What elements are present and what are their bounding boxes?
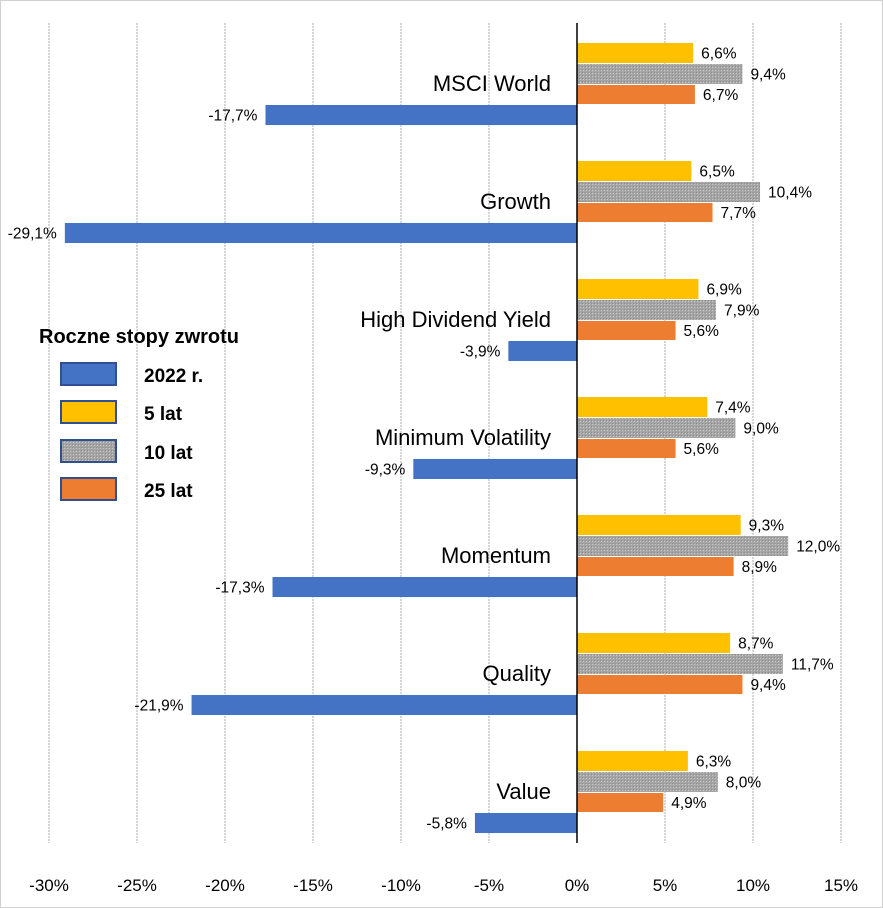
bar xyxy=(577,85,695,104)
data-label: -17,7% xyxy=(208,108,257,125)
data-label: 8,0% xyxy=(726,775,762,792)
legend-label: 25 lat xyxy=(144,481,193,502)
bar xyxy=(413,459,577,479)
data-label: -21,9% xyxy=(134,698,183,715)
category-label: Minimum Volatility xyxy=(375,425,551,450)
bar xyxy=(191,695,577,715)
data-label: -29,1% xyxy=(8,226,57,243)
legend-swatch xyxy=(60,477,117,501)
category-label: MSCI World xyxy=(433,71,551,96)
bar xyxy=(577,536,789,556)
x-tick-label: 5% xyxy=(653,876,678,895)
data-label: 5,6% xyxy=(684,323,720,340)
x-tick-label: -15% xyxy=(293,876,333,895)
legend-swatch xyxy=(60,439,117,463)
category-label: Momentum xyxy=(441,543,551,568)
bar xyxy=(577,557,734,576)
legend-title: Roczne stopy zwrotu xyxy=(39,326,239,348)
bar xyxy=(474,813,577,833)
data-label: 8,7% xyxy=(738,636,774,653)
bar xyxy=(577,633,731,653)
data-label: 6,7% xyxy=(703,87,739,104)
x-tick-label: 0% xyxy=(565,876,590,895)
bar xyxy=(577,772,718,792)
bar xyxy=(577,161,692,181)
category-label: Quality xyxy=(483,661,551,686)
data-label: -3,9% xyxy=(460,344,501,361)
category-label: High Dividend Yield xyxy=(360,307,551,332)
data-label: -9,3% xyxy=(365,462,406,479)
data-label: 12,0% xyxy=(796,539,840,556)
x-tick-label: -25% xyxy=(117,876,157,895)
bar xyxy=(577,515,741,535)
bar xyxy=(577,279,699,299)
x-tick-label: -30% xyxy=(29,876,69,895)
category-label: Value xyxy=(496,779,551,804)
bar xyxy=(577,439,676,458)
data-label: 7,4% xyxy=(715,400,751,417)
x-tick-label: -5% xyxy=(474,876,504,895)
x-tick-label: 10% xyxy=(736,876,770,895)
data-label: 8,9% xyxy=(742,559,778,576)
data-label: -5,8% xyxy=(426,816,467,833)
data-label: 6,6% xyxy=(701,46,737,63)
data-label: 7,9% xyxy=(724,303,760,320)
bar xyxy=(577,300,717,320)
bar xyxy=(577,418,736,438)
data-label: 11,7% xyxy=(791,657,834,674)
x-tick-label: 15% xyxy=(824,876,858,895)
bar xyxy=(577,793,664,812)
bar xyxy=(577,654,783,674)
data-label: 9,4% xyxy=(750,677,786,694)
bar xyxy=(272,577,577,597)
data-label: -17,3% xyxy=(215,580,264,597)
data-label: 6,5% xyxy=(699,164,735,181)
bar xyxy=(577,182,761,202)
category-label: Growth xyxy=(480,189,551,214)
bar xyxy=(265,105,577,125)
legend-label: 5 lat xyxy=(144,404,183,425)
bar xyxy=(577,397,708,417)
x-tick-label: -10% xyxy=(381,876,421,895)
bar xyxy=(577,321,676,340)
data-label: 6,3% xyxy=(696,754,732,771)
legend-label: 2022 r. xyxy=(144,366,203,387)
bar xyxy=(577,64,743,84)
bar xyxy=(64,223,578,243)
data-label: 4,9% xyxy=(671,795,707,812)
legend-swatch xyxy=(60,400,117,424)
legend-label: 10 lat xyxy=(144,443,193,464)
data-label: 9,4% xyxy=(750,67,786,84)
legend-swatch xyxy=(60,362,117,386)
bar xyxy=(577,675,743,694)
data-label: 7,7% xyxy=(721,205,757,222)
x-tick-label: -20% xyxy=(205,876,245,895)
data-label: 9,0% xyxy=(743,421,779,438)
data-label: 5,6% xyxy=(684,441,720,458)
bar xyxy=(577,751,688,771)
bar xyxy=(508,341,577,361)
data-label: 10,4% xyxy=(768,185,812,202)
bar xyxy=(577,43,694,63)
data-label: 6,9% xyxy=(706,282,742,299)
bar xyxy=(577,203,713,222)
data-label: 9,3% xyxy=(749,518,785,535)
